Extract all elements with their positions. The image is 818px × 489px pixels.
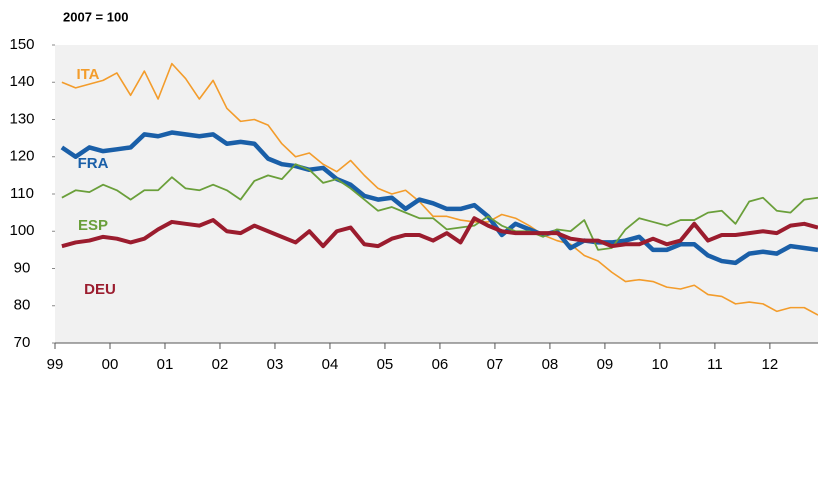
series-label: ESP [78,217,108,234]
series-line [61,216,818,249]
chart-title: 2007 = 100 [63,9,128,24]
y-tick-label: 100 [9,222,34,239]
series-label: ITA [76,66,99,83]
series-line [60,130,818,266]
y-tick-label: 90 [14,259,31,276]
series-label: DEU [84,281,116,298]
x-tick-label: 08 [542,356,559,373]
y-tick-label: 150 [9,36,34,53]
y-tick-label: 120 [9,148,34,165]
x-tick-label: 06 [432,356,449,373]
y-tick-label: 80 [14,297,31,314]
y-tick-label: 110 [10,185,34,202]
x-tick-label: 01 [157,356,174,373]
x-tick-label: 10 [652,356,669,373]
x-tick-label: 04 [322,356,339,373]
x-tick-label: 03 [267,356,284,373]
x-tick-label: 02 [212,356,229,373]
x-tick-label: 11 [707,356,723,373]
y-tick-label: 130 [9,110,34,127]
series-line [61,62,818,316]
x-tick-label: 12 [762,356,779,373]
y-tick-label: 70 [14,334,31,351]
x-tick-label: 09 [597,356,614,373]
x-tick-label: 00 [102,356,119,373]
y-tick-label: 140 [9,73,34,90]
x-tick-label: 07 [487,356,504,373]
x-tick-label: 05 [377,356,394,373]
series-line [61,163,818,251]
series-label: FRA [78,155,109,172]
plot-area [55,45,818,343]
x-tick-label: 99 [47,356,64,373]
